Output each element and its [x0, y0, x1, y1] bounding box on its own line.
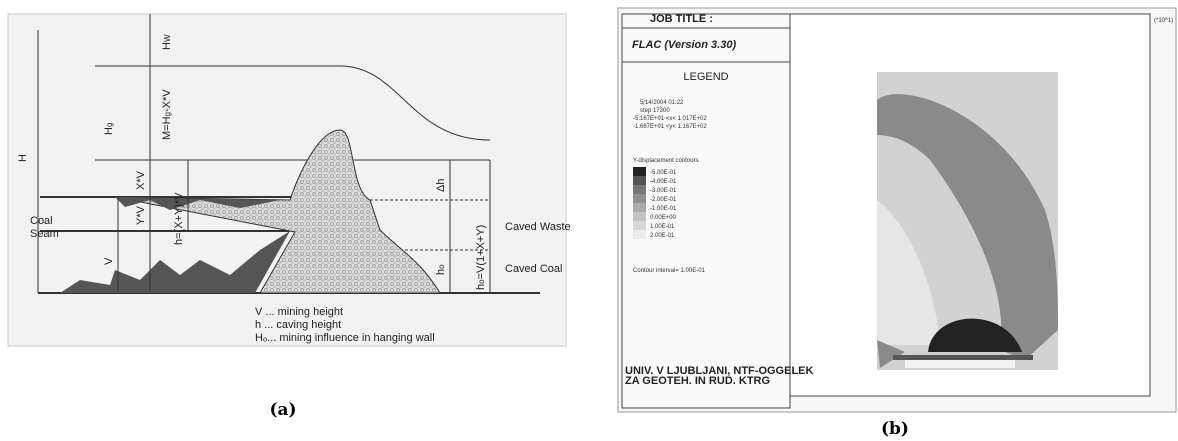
label: Caved Coal [505, 263, 562, 275]
info: -5.167E+01 <x< 1.017E+02 [633, 116, 707, 122]
swatch [633, 176, 646, 185]
label: h=(X+Y)*V [173, 192, 185, 245]
units: (*10^1) [1154, 18, 1173, 24]
label: -X*V [161, 89, 173, 112]
label: Caved Waste [505, 221, 571, 233]
info: 5/14/2004 01:22 [640, 100, 684, 106]
label: H [103, 127, 115, 135]
info: -1.667E+01 <y< 1.167E+02 [633, 124, 707, 130]
label: Δh [435, 179, 447, 192]
label: H [161, 42, 173, 50]
label: Hg [103, 123, 115, 135]
swatch [633, 212, 646, 221]
label: Coal [30, 215, 53, 227]
footer: ZA GEOTEH. IN RUD. KTRG [625, 375, 770, 387]
label: M=H [161, 116, 173, 140]
label: H [17, 154, 29, 162]
label: ho [435, 264, 447, 275]
swatch [633, 203, 646, 212]
contour-label: 0.00E+00 [650, 215, 677, 221]
contour-label: -1.00E-01 [650, 206, 677, 212]
swatch [633, 221, 646, 230]
label: M=Hg-X*V [161, 89, 173, 140]
label: HW [161, 34, 173, 50]
interval: Contour interval= 1.00E-01 [633, 268, 706, 274]
seam [905, 360, 1015, 368]
panel-a [8, 14, 566, 346]
label: g [105, 123, 114, 127]
label: Seam [30, 228, 59, 240]
swatch [633, 194, 646, 203]
contour-label: -2.00E-01 [650, 197, 677, 203]
job-title: JOB TITLE : [650, 13, 713, 25]
swatches [633, 167, 646, 239]
label: V [103, 257, 115, 265]
legend: h ... caving height [255, 319, 341, 331]
contour-title: Y-displacement contours [633, 158, 698, 164]
label: =V(1+X+Y) [475, 225, 487, 280]
program: FLAC (Version 3.30) [632, 39, 736, 51]
legend-title: LEGEND [683, 71, 728, 83]
swatch [633, 230, 646, 239]
caption: (b) [881, 419, 909, 439]
figure: H HW M=Hg-X*V Hg X*V Y*V h=(X+Y)*V Δh ho… [0, 0, 1178, 441]
label: o [437, 264, 446, 269]
caption: (a) [269, 400, 296, 420]
contour-label: -5.00E-01 [650, 170, 677, 176]
panel-frame [8, 14, 566, 346]
info: step 17300 [640, 108, 670, 114]
contour-label: 1.00E-01 [650, 224, 675, 230]
legend: V ... mining height [255, 306, 343, 318]
contour-label: -4.00E-01 [650, 179, 677, 185]
contour-label: 2.00E-01 [650, 233, 675, 239]
label: Y*V [135, 205, 147, 225]
swatch [633, 167, 646, 176]
panel-b [618, 8, 1176, 412]
swatch [633, 185, 646, 194]
legend: Hₒ... mining influence in hanging wall [255, 332, 435, 344]
label: ho=V(1+X+Y) [475, 225, 487, 290]
seam [893, 355, 1033, 360]
label: X*V [135, 170, 147, 190]
contour-label: -3.00E-01 [650, 188, 677, 194]
label: W [163, 34, 172, 42]
